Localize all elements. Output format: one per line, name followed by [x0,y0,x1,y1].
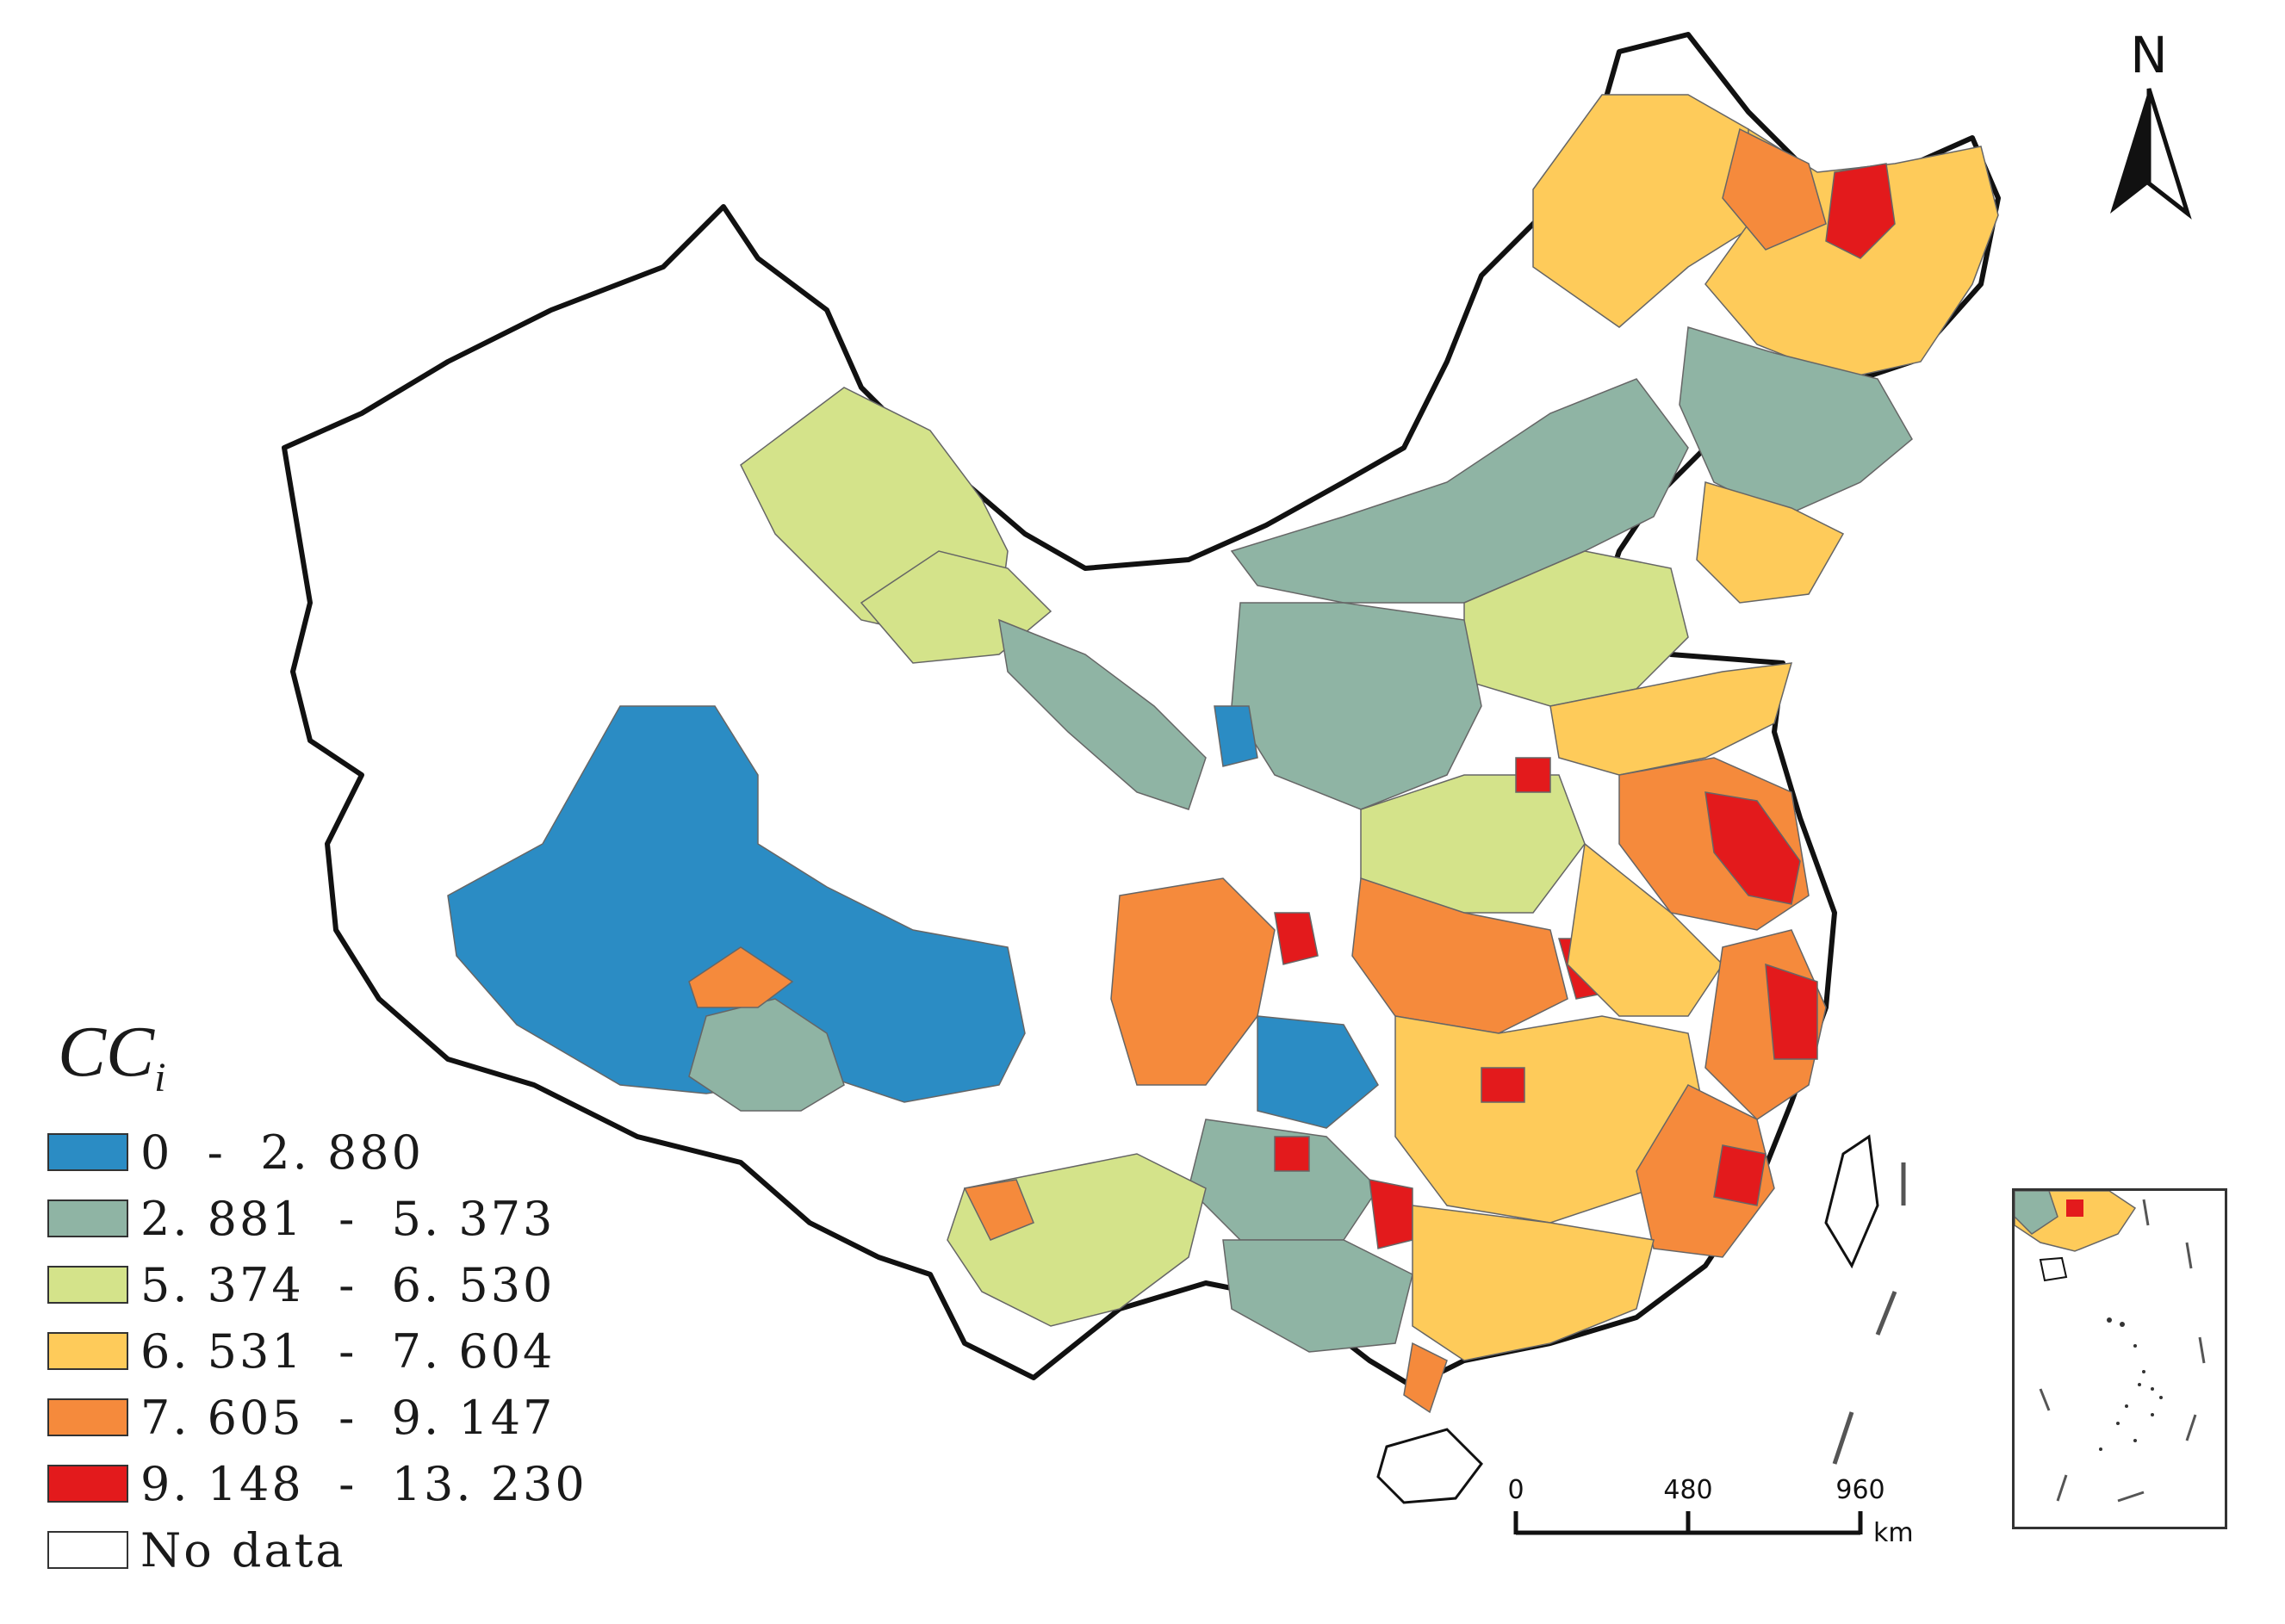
legend-row: 7. 605 - 9. 147 [47,1385,587,1451]
region-guangxi [1222,1239,1413,1353]
region-anhui [1567,842,1723,1017]
legend-row: 6. 531 - 7. 604 [47,1318,587,1385]
region-yunnan-orange [963,1179,1034,1241]
legend-row: 9. 148 - 13. 230 [47,1451,587,1517]
legend-row: 2. 881 - 5. 373 [47,1186,587,1252]
legend-swatch [47,1133,128,1172]
region-leizhou [1403,1342,1448,1414]
region-hunan-hotspot [1481,1067,1525,1103]
legend-label: 6. 531 - 7. 604 [140,1323,556,1379]
region-chongqing [1257,1015,1379,1129]
legend-label: 7. 605 - 9. 147 [140,1390,556,1445]
region-zhejiang-hotspot [1765,963,1818,1060]
region-guizhou-hotspot [1274,1136,1310,1172]
scale-tick-960: 960 [1835,1475,1885,1505]
legend-label: 0 - 2. 880 [140,1125,425,1180]
scale-bar: 0 480 960 km [1499,1472,1947,1574]
legend-swatch [47,1465,128,1503]
region-hainan [1376,1428,1483,1504]
legend-swatch [47,1332,128,1371]
region-gansu-corridor [998,618,1207,810]
boundary-dash [1832,1411,1854,1465]
region-zhengzhou [1515,757,1551,793]
region-jilin [1679,326,1913,518]
region-fujian [1636,1084,1775,1258]
legend-row: 0 - 2. 880 [47,1119,587,1186]
legend-swatch [47,1398,128,1437]
north-arrow-icon [2110,88,2192,220]
legend-swatch [47,1531,128,1570]
legend-label: No data [140,1522,346,1578]
scale-tick-480: 480 [1663,1475,1712,1505]
legend-title-main: CC [58,1012,155,1092]
scale-unit: km [1873,1518,1914,1548]
region-fujian-hotspot [1713,1144,1767,1206]
boundary-dash [1875,1291,1897,1336]
scale-bar-graphic: 0 480 960 km [1507,1475,1914,1548]
legend-swatch [47,1266,128,1305]
region-taiwan [1824,1134,1879,1269]
legend-rows: 0 - 2. 880 2. 881 - 5. 373 5. 374 - 6. 530… [47,1119,587,1584]
north-arrow: N [2097,26,2201,234]
region-liaoning [1696,481,1845,604]
region-ningxia-blue [1214,705,1258,767]
legend-title-sub: i [154,1054,166,1100]
legend-label: 2. 881 - 5. 373 [140,1191,556,1246]
region-inner-mongolia-central [1230,378,1689,604]
legend-row: 5. 374 - 6. 530 [47,1252,587,1318]
legend-label: 9. 148 - 13. 230 [140,1456,587,1511]
region-heilongjiang-hotspot [1825,163,1896,259]
region-sichuan-east [1110,877,1276,1086]
legend: CCi 0 - 2. 880 2. 881 - 5. 373 5. 374 - 6.… [47,1016,587,1584]
inset-map [2015,1191,2206,1503]
region-heilongjiang-orange [1722,127,1827,251]
region-shandong [1549,662,1793,776]
region-hubei [1351,877,1568,1034]
region-tibet-south [688,998,845,1112]
region-guangdong [1412,1205,1655,1361]
region-hebei-beijing [1463,550,1689,707]
legend-title: CCi [58,1016,587,1114]
north-label: N [2130,26,2168,84]
south-china-sea-inset [2012,1188,2227,1529]
legend-swatch [47,1199,128,1238]
scale-tick-0: 0 [1507,1475,1524,1505]
region-lhasa [688,946,794,1008]
region-chengdu [1274,912,1319,965]
legend-row: No data [47,1517,587,1584]
region-jiangsu-hotspot [1704,791,1801,905]
legend-label: 5. 374 - 6. 530 [140,1257,556,1312]
region-tibet [447,705,1026,1103]
